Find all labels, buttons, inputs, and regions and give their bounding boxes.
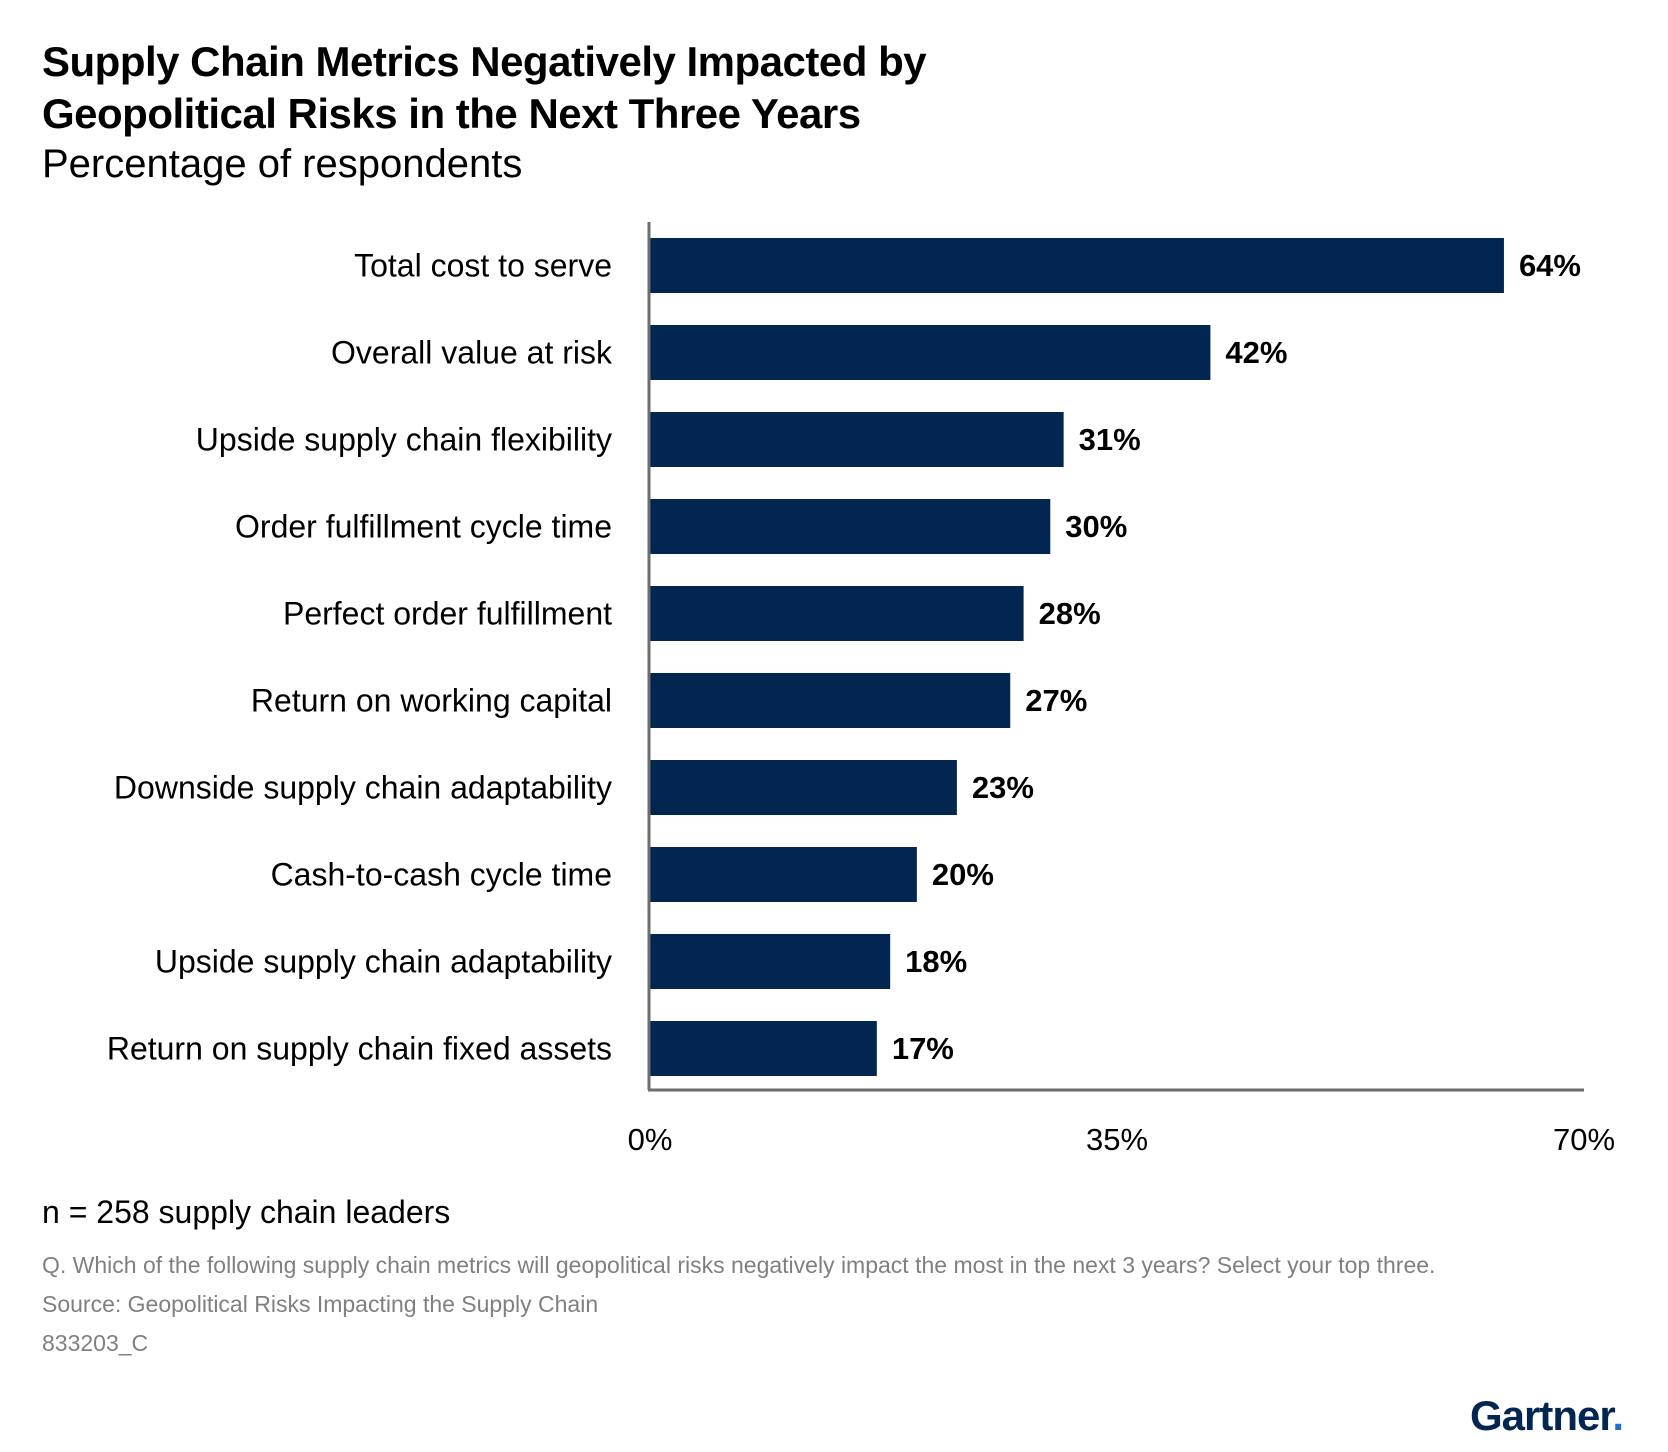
category-label: Downside supply chain adaptability [114, 770, 612, 806]
x-tick-labels: 0% 35% 70% [628, 1122, 1615, 1157]
category-label: Overall value at risk [331, 335, 613, 371]
x-tick-label: 35% [1086, 1122, 1148, 1157]
category-label: Cash-to-cash cycle time [271, 857, 612, 893]
bar [650, 673, 1011, 728]
value-label: 28% [1039, 596, 1101, 631]
bar [650, 412, 1064, 467]
chart-title: Supply Chain Metrics Negatively Impacted… [42, 38, 927, 137]
category-label: Perfect order fulfillment [283, 596, 612, 632]
bar [650, 499, 1051, 554]
source-line: Source: Geopolitical Risks Impacting the… [42, 1291, 599, 1317]
category-label: Return on supply chain fixed assets [107, 1031, 612, 1067]
bar [650, 238, 1504, 293]
bar [650, 325, 1211, 380]
bar [650, 1021, 877, 1076]
bar [650, 847, 917, 902]
logo-dot: . [1612, 1392, 1623, 1439]
gartner-logo-text: Gartner. [1470, 1392, 1623, 1439]
value-label: 17% [892, 1031, 954, 1066]
value-label: 20% [932, 857, 994, 892]
bars-layer [650, 238, 1504, 1076]
bar [650, 934, 891, 989]
value-label: 64% [1519, 248, 1581, 283]
value-label: 42% [1225, 335, 1287, 370]
logo-wordmark: Gartner [1470, 1392, 1615, 1439]
bar [650, 586, 1024, 641]
category-label: Order fulfillment cycle time [235, 509, 612, 545]
bar [650, 760, 957, 815]
category-label: Upside supply chain flexibility [196, 422, 612, 458]
category-label: Total cost to serve [354, 248, 612, 284]
value-label: 27% [1025, 683, 1087, 718]
chart-subtitle: Percentage of respondents [42, 142, 523, 186]
value-label: 23% [972, 770, 1034, 805]
x-tick-label: 70% [1553, 1122, 1615, 1157]
x-tick-label: 0% [628, 1122, 673, 1157]
sample-size-note: n = 258 supply chain leaders [42, 1194, 451, 1230]
category-label: Upside supply chain adaptability [155, 944, 612, 980]
document-id: 833203_C [42, 1330, 149, 1356]
category-labels: Total cost to serve Overall value at risk… [107, 248, 613, 1067]
axes [647, 222, 1584, 1092]
value-label: 31% [1079, 422, 1141, 457]
value-label: 18% [905, 944, 967, 979]
survey-question: Q. Which of the following supply chain m… [42, 1252, 1436, 1278]
value-labels: 64% 42% 31% 30% 28% 27% 23% 20% 18% 17% [892, 248, 1581, 1066]
bar-chart: Total cost to serve Overall value at risk… [107, 222, 1615, 1157]
value-label: 30% [1065, 509, 1127, 544]
gartner-logo: Gartner. [1470, 1392, 1624, 1439]
category-label: Return on working capital [251, 683, 612, 719]
